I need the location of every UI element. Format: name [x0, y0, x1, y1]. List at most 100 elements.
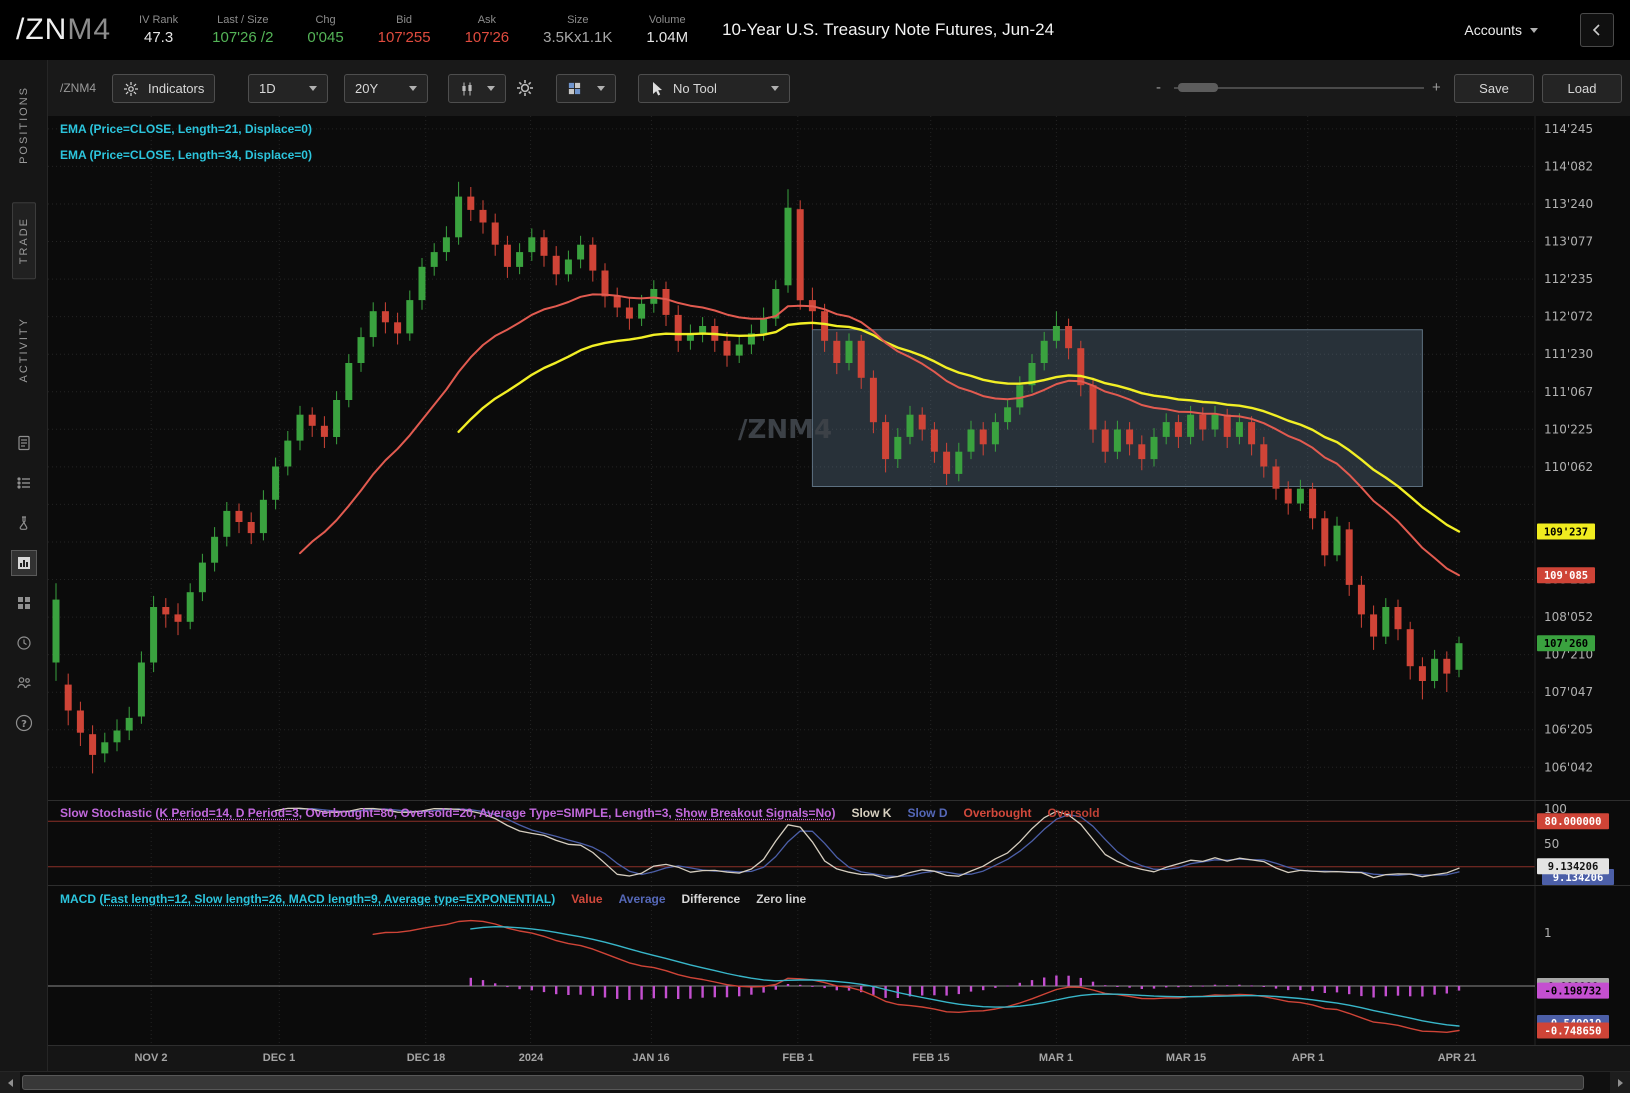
zoom-out-button[interactable]: -	[1156, 79, 1161, 96]
legend-item: Difference	[681, 892, 741, 906]
macd-panel[interactable]: 10.000000-0.198732-0.540019-0.748650	[48, 886, 1630, 1045]
left-sidebar: POSITIONS TRADE ACTIVITY	[0, 60, 48, 1071]
svg-text:106'042: 106'042	[1544, 760, 1593, 774]
time-label: 2024	[518, 1052, 544, 1064]
time-label: DEC 18	[406, 1052, 446, 1064]
chevron-down-icon	[1530, 27, 1538, 33]
legend-item: Zero line	[756, 892, 807, 906]
svg-text:-0.748650: -0.748650	[1545, 1025, 1602, 1037]
sidebar-tab-positions[interactable]: POSITIONS	[17, 86, 30, 164]
main-price-chart[interactable]: /ZNM4 114'245 114'082 113'240 113'077 112'235…	[48, 116, 1630, 800]
quote-field: Chg 0'045	[307, 14, 344, 46]
range-value: 20Y	[355, 81, 379, 96]
settings-gear-icon[interactable]	[516, 79, 534, 102]
accounts-menu[interactable]: Accounts	[1464, 22, 1538, 38]
grid-icon[interactable]	[12, 591, 36, 615]
ema34-study-label[interactable]: EMA (Price=CLOSE, Length=34, Displace=0)	[60, 148, 312, 162]
quote-field: Bid 107'255	[377, 14, 431, 46]
chart-type-dropdown[interactable]	[448, 74, 506, 103]
sidebar-tabs: POSITIONS TRADE ACTIVITY	[0, 60, 47, 409]
ema21-study-label[interactable]: EMA (Price=CLOSE, Length=21, Displace=0)	[60, 122, 312, 136]
drawing-tool-dropdown[interactable]: No Tool	[638, 74, 790, 103]
notes-icon[interactable]	[12, 431, 36, 455]
chart-watermark: /ZNM4	[738, 415, 832, 445]
svg-text:1: 1	[1544, 926, 1552, 940]
svg-text:9.134206: 9.134206	[1553, 872, 1604, 884]
scrollbar-thumb[interactable]	[22, 1075, 1584, 1090]
triangle-right-icon	[1617, 1079, 1623, 1087]
scroll-left-button[interactable]	[0, 1072, 20, 1093]
sidebar-icons: ?	[0, 431, 47, 735]
indicators-label: Indicators	[148, 81, 205, 96]
quote-field: Volume 1.04M	[646, 14, 689, 46]
svg-text:111'067: 111'067	[1544, 385, 1593, 399]
instrument-title: 10-Year U.S. Treasury Note Futures, Jun-…	[722, 20, 1055, 39]
chevron-down-icon	[487, 86, 495, 91]
quote-fields: IV Rank 47.3 Last / Size 107'26 /2 Chg 0'045 B…	[139, 14, 688, 46]
grid-layout-dropdown[interactable]	[556, 74, 616, 103]
macd-study-label[interactable]: MACD (Fast length=12, Slow length=26, MA…	[60, 892, 806, 906]
chart-gadget: /ZNM4 Indicators 1D 20Y	[48, 60, 1630, 1071]
chevron-down-icon	[771, 86, 779, 91]
list-icon[interactable]	[12, 471, 36, 495]
range-dropdown[interactable]: 20Y	[344, 74, 428, 103]
quote-field: Ask 107'26	[464, 14, 510, 46]
toolbar-symbol-label: /ZNM4	[60, 81, 96, 95]
timeframe-dropdown[interactable]: 1D	[248, 74, 328, 103]
candlestick-icon	[462, 82, 472, 95]
sidebar-tab-activity[interactable]: ACTIVITY	[17, 317, 30, 383]
time-label: MAR 1	[1038, 1052, 1074, 1064]
collapse-panel-button[interactable]	[1580, 13, 1614, 47]
zoom-in-button[interactable]: +	[1432, 79, 1441, 96]
timeframe-value: 1D	[259, 81, 276, 96]
clock-icon[interactable]	[12, 631, 36, 655]
svg-text:113'077: 113'077	[1544, 235, 1593, 249]
selection-box	[811, 329, 1423, 487]
svg-text:107'260: 107'260	[1544, 638, 1588, 650]
contract-code: M4	[67, 13, 112, 46]
horizontal-scrollbar[interactable]	[0, 1071, 1630, 1093]
svg-text:114'082: 114'082	[1544, 159, 1593, 173]
scroll-right-button[interactable]	[1610, 1072, 1630, 1093]
symbol-display: /ZNM4	[16, 13, 111, 47]
symbol-root: /ZN	[16, 13, 68, 46]
svg-text:113'240: 113'240	[1544, 197, 1593, 211]
triangle-left-icon	[7, 1079, 13, 1087]
sidebar-tab-trade[interactable]: TRADE	[11, 201, 36, 280]
chevron-down-icon	[597, 86, 605, 91]
time-axis: NOV 2 DEC 1 DEC 18 2024 JAN 16 FEB 1 FEB 15 MAR…	[48, 1045, 1630, 1071]
legend-item: Slow K	[851, 806, 892, 820]
svg-text:80.000000: 80.000000	[1545, 816, 1602, 828]
quote-header: /ZNM4 IV Rank 47.3 Last / Size 107'26 /2 Chg…	[0, 0, 1630, 60]
macd-title: MACD (Fast length=12, Slow length=26, MA…	[60, 892, 556, 906]
help-icon[interactable]: ?	[12, 711, 36, 735]
time-label: JAN 16	[632, 1052, 670, 1064]
candlestick-series	[52, 181, 1463, 774]
zoom-slider[interactable]	[1174, 83, 1424, 92]
indicators-button[interactable]: Indicators	[112, 74, 216, 103]
legend-item: Value	[571, 892, 603, 906]
chevron-left-icon	[1592, 24, 1600, 36]
panel-divider	[48, 800, 1630, 801]
time-label: MAR 15	[1165, 1052, 1207, 1064]
indicator-burst-icon	[124, 81, 138, 96]
svg-text:106'205: 106'205	[1544, 723, 1593, 737]
save-button[interactable]: Save	[1454, 74, 1534, 103]
chart-icon[interactable]	[10, 549, 37, 576]
tool-value: No Tool	[673, 81, 717, 96]
cursor-icon	[653, 81, 662, 95]
load-button[interactable]: Load	[1542, 74, 1622, 103]
zoom-slider-handle[interactable]	[1178, 83, 1218, 92]
flask-icon[interactable]	[12, 511, 36, 535]
svg-text:109'085: 109'085	[1544, 570, 1588, 582]
svg-text:?: ?	[21, 719, 27, 730]
stochastic-study-label[interactable]: Slow Stochastic (K Period=14, D Period=3…	[60, 806, 1100, 820]
people-icon[interactable]	[12, 671, 36, 695]
chart-area: /ZNM4 114'245 114'082 113'240 113'077 112'235…	[48, 116, 1630, 1071]
svg-text:100: 100	[1544, 802, 1567, 816]
legend-item: Oversold	[1047, 806, 1100, 820]
legend-item: Overbought	[963, 806, 1032, 820]
svg-text:111'230: 111'230	[1544, 347, 1593, 361]
